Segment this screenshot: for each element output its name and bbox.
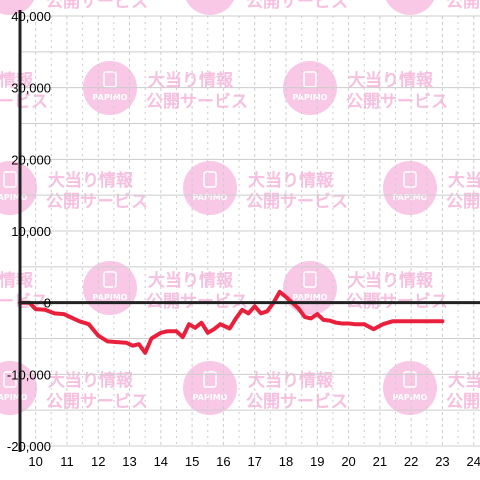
- x-tick-label: 10: [28, 454, 42, 469]
- watermark: [0, 260, 49, 316]
- y-tick-label: 30,000: [11, 81, 51, 96]
- x-tick-label: 12: [91, 454, 105, 469]
- x-tick-label: 14: [154, 454, 168, 469]
- watermark: [382, 160, 480, 216]
- x-tick-label: 16: [216, 454, 230, 469]
- x-tick-label: 11: [60, 454, 74, 469]
- watermark: [182, 160, 349, 216]
- x-tick-label: 15: [185, 454, 199, 469]
- y-tick-label: -10,000: [7, 367, 51, 382]
- watermark: [382, 0, 480, 16]
- x-tick-label: 17: [247, 454, 261, 469]
- watermark: [0, 160, 149, 216]
- watermark-layer: [0, 0, 480, 416]
- x-tick-labels: 10 11 12 13 14 15 16 17 18 19 20 21 22 23 24: [28, 454, 480, 469]
- watermark: [282, 260, 449, 316]
- x-tick-label: 24: [467, 454, 480, 469]
- series-layer: [18, 289, 445, 355]
- y-tick-label: 0: [44, 296, 51, 311]
- x-tick-label: 18: [279, 454, 293, 469]
- series-line: [18, 289, 445, 355]
- x-tick-label: 23: [435, 454, 449, 469]
- y-tick-label: -20,000: [7, 439, 51, 454]
- x-tick-label: 22: [404, 454, 418, 469]
- x-tick-label: 21: [373, 454, 387, 469]
- x-tick-label: 13: [122, 454, 136, 469]
- x-tick-label: 19: [310, 454, 324, 469]
- watermark: [182, 0, 349, 16]
- y-tick-label: 10,000: [11, 224, 51, 239]
- y-tick-label: 40,000: [11, 9, 51, 24]
- watermark: [382, 360, 480, 416]
- axes: [18, 10, 480, 452]
- y-tick-label: 20,000: [11, 152, 51, 167]
- y-tick-labels: 40,000 30,000 20,000 10,000 0 -10,000 -20,000: [7, 9, 51, 454]
- x-tick-label: 20: [341, 454, 355, 469]
